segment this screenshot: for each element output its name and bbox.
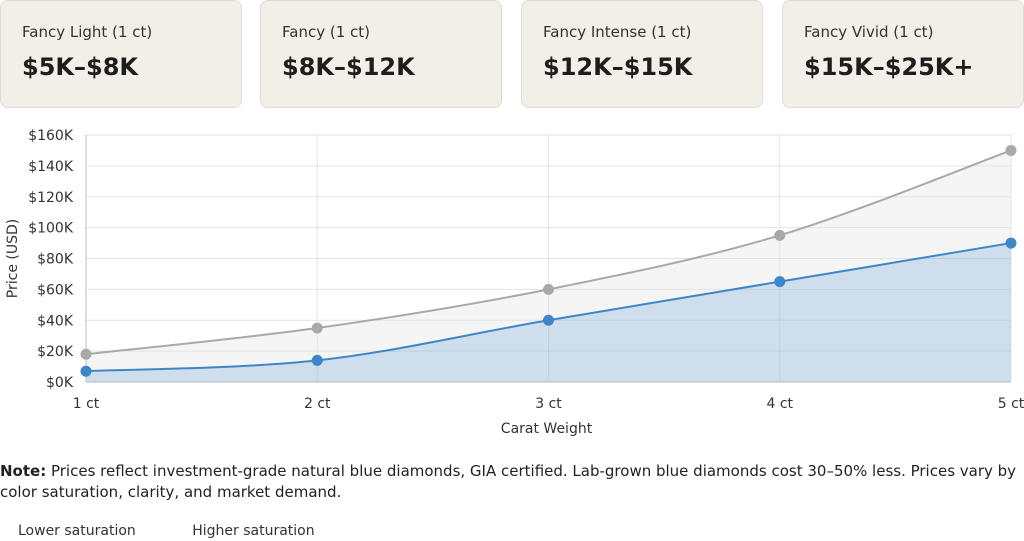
price-cards: Fancy Light (1 ct) $5K–$8K Fancy (1 ct) …	[0, 0, 1024, 110]
y-tick-label: $120K	[28, 190, 74, 206]
point-higher-saturation	[774, 229, 786, 241]
point-lower-saturation	[774, 276, 786, 288]
y-tick-label: $0K	[46, 375, 74, 391]
x-tick-label: 1 ct	[73, 396, 100, 412]
card-label: Fancy (1 ct)	[282, 23, 370, 41]
card-fancy: Fancy (1 ct) $8K–$12K	[260, 0, 502, 108]
point-higher-saturation	[311, 322, 323, 334]
price-chart: $0K $20K $40K $60K $80K $100K $120K $140K $160K 1…	[5, 128, 1024, 437]
note: Note: Prices reflect investment-grade na…	[0, 461, 1024, 503]
card-label: Fancy Light (1 ct)	[22, 23, 153, 41]
y-tick-label: $40K	[37, 313, 74, 329]
card-fancy-vivid: Fancy Vivid (1 ct) $15K–$25K+	[782, 0, 1024, 108]
x-tick-label: 5 ct	[998, 396, 1024, 412]
card-value: $15K–$25K+	[804, 53, 974, 81]
legend: Lower saturation Higher saturation	[18, 523, 315, 539]
card-fancy-light: Fancy Light (1 ct) $5K–$8K	[0, 0, 242, 108]
point-lower-saturation	[1005, 237, 1017, 249]
y-tick-label: $140K	[28, 159, 74, 175]
y-tick-label: $20K	[37, 344, 74, 360]
y-tick-label: $160K	[28, 128, 74, 144]
area-lower-saturation	[86, 243, 1011, 382]
legend-lower-saturation: Lower saturation	[18, 523, 136, 539]
note-prefix: Note:	[0, 462, 47, 480]
note-text: Prices reflect investment-grade natural …	[0, 462, 1017, 501]
card-fancy-intense: Fancy Intense (1 ct) $12K–$15K	[521, 0, 763, 108]
y-tick-label: $100K	[28, 221, 74, 237]
point-higher-saturation	[80, 348, 92, 360]
card-label: Fancy Vivid (1 ct)	[804, 23, 934, 41]
x-axis-title: Carat Weight	[501, 421, 593, 437]
legend-higher-saturation: Higher saturation	[192, 523, 315, 539]
point-higher-saturation	[543, 283, 554, 295]
area-higher-saturation	[86, 150, 1011, 382]
card-label: Fancy Intense (1 ct)	[543, 23, 692, 41]
x-tick-label: 4 ct	[766, 396, 793, 412]
y-tick-label: $80K	[37, 252, 74, 268]
point-lower-saturation	[311, 354, 323, 366]
y-tick-label: $60K	[37, 282, 74, 298]
card-value: $8K–$12K	[282, 53, 415, 81]
point-higher-saturation	[1005, 144, 1017, 156]
y-axis-title: Price (USD)	[5, 219, 21, 298]
x-tick-label: 3 ct	[535, 396, 562, 412]
point-lower-saturation	[80, 365, 92, 377]
point-lower-saturation	[543, 314, 554, 326]
card-value: $12K–$15K	[543, 53, 693, 81]
card-value: $5K–$8K	[22, 53, 138, 81]
x-tick-label: 2 ct	[304, 396, 331, 412]
